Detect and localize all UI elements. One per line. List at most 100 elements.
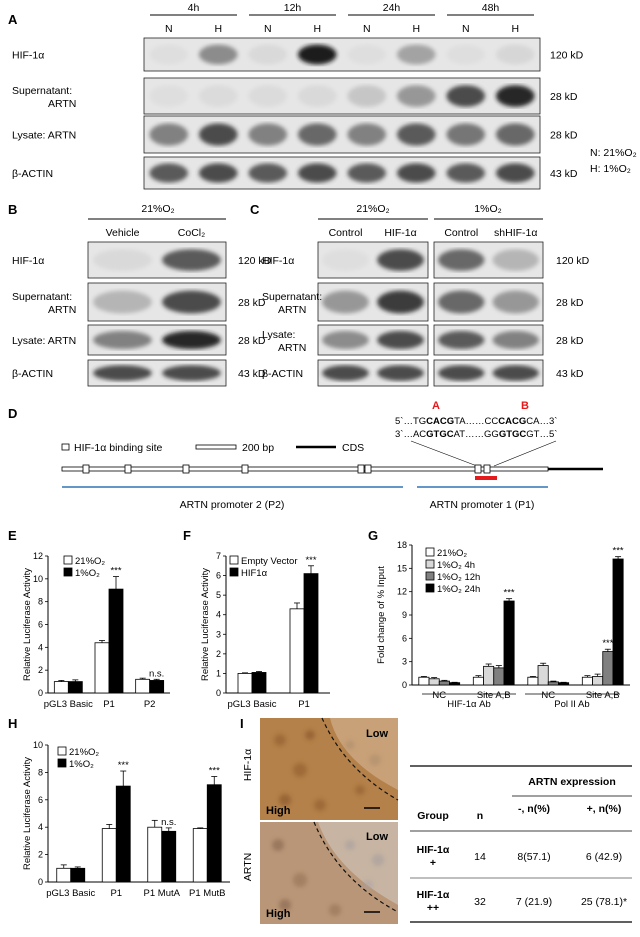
table-row1-n: 14 [474,851,486,863]
h-bar-1-2 [70,867,86,883]
g-legend-3: 1%O₂ 12h [437,572,480,583]
e-ytick-2: 2 [38,665,43,675]
h-ylabel: Relative Luciferase Activity [22,757,33,870]
a-blot-row-1 [143,37,541,72]
sequence-forward: 5`…TGCACGTA……CCCACGCA…3` [395,416,557,427]
table-row2-pos: 25 (78.1)* [581,896,627,908]
panel-letter-f: F [183,528,191,543]
h-bar-1-1 [56,867,72,883]
h-annotation-3: *** [209,766,220,777]
e-bar-2-2 [108,588,124,694]
a-blot-row-4-band-8 [495,163,535,183]
panel-b-blots: Vehicle CoCl₂ HIF-1α 120 kD Supernatant:ARTN… [12,227,272,387]
g-ytick-18: 18 [397,540,407,550]
panel-a-blots: HIF-1α 120 kD Supernatant:ARTN 28 kD Lysate:… [12,37,584,190]
a-size-3: 28 kD [550,130,578,142]
panel-c-blots: Control HIF-1α Control shHIF-1α HIF-1α 120 kD… [262,227,590,387]
table-row2-n: 32 [474,896,486,908]
c-size-4: 43 kD [556,368,584,380]
f-ytick-6: 6 [216,571,221,581]
lane-label-8: H [511,23,519,35]
panel-b-condition: 21%O₂ [141,203,174,215]
binding-site-2 [124,464,132,474]
h-ytick-4: 4 [38,822,43,832]
a-row-label-2-2: ARTN [48,98,76,110]
sequence-reverse: 3`…ACGTGCAT……GGGTGCGT…5` [395,429,557,440]
lane-label-2: H [214,23,222,35]
g-ytick-3: 3 [402,657,407,667]
b-blot-row-4 [87,359,227,387]
f-bar-2-1 [289,608,305,694]
a-blot-row-3-band-5 [347,123,387,146]
h-legend-swatch-2 [57,758,67,768]
panel-b: B 21%O₂ Vehicle CoCl₂ HIF-1α 120 kD Supernat… [8,202,272,387]
scale-bar-legend: 200 bp [242,442,274,454]
timepoint-12h: 12h [284,2,302,14]
panel-letter-a: A [8,12,18,27]
binding-site-6 [364,464,372,474]
a-blot-row-4-band-3 [248,163,288,183]
panel-a-legend-n: N: 21%O₂ [590,147,637,159]
a-blot-row-4 [143,156,541,190]
c-lane-2: HIF-1α [384,227,416,239]
h-bar-4-2 [206,784,222,883]
e-ytick-4: 4 [38,642,43,652]
panel-c-condition-normoxia: 21%O₂ [356,203,389,215]
g-bar-4-3 [602,651,614,686]
table-row2-group-a: HIF-1α [417,889,450,901]
binding-site-8 [483,464,491,474]
a-blot-row-4-band-6 [396,163,436,183]
h-legend-2: 1%O₂ [69,759,94,770]
e-bar-3-1 [135,678,151,694]
f-ytick-7: 7 [216,551,221,561]
c-row-label-2-2: ARTN [278,304,306,316]
h-legend-1: 21%O₂ [69,747,99,758]
panel-letter-g: G [368,528,378,543]
g-legend-swatch-3 [425,571,435,581]
c-blot-row-3-2-band-1 [438,331,485,349]
a-blot-row-2-band-8 [495,85,535,107]
f-bar-1-1 [237,673,253,694]
f-category-2: P1 [298,699,310,710]
f-ytick-0: 0 [216,688,221,698]
a-blot-row-2-band-5 [347,85,387,107]
e-ytick-10: 10 [33,574,43,584]
e-bar-3-2 [149,680,165,694]
a-blot-row-1-band-8 [495,44,535,65]
lane-label-3: N [264,23,272,35]
h-ytick-8: 8 [38,767,43,777]
binding-site-5 [357,464,365,474]
c-blot-row-3-1 [317,324,429,356]
panel-a-legend-h: H: 1%O₂ [590,163,631,175]
c-size-3: 28 kD [556,335,584,347]
h-bar-3-1 [147,826,163,883]
g-legend-swatch-4 [425,583,435,593]
g-bar-3-4 [558,682,570,686]
b-blot-row-2-band-2 [162,290,221,314]
g-bar-1-1 [418,676,430,686]
g-bar-2-3 [493,667,505,686]
g-bar-3-3 [547,681,559,686]
a-blot-row-2-band-2 [198,85,238,107]
c-blot-row-3-2 [433,324,544,356]
a-size-4: 43 kD [550,168,578,180]
c-blot-row-1-2-band-1 [438,249,485,271]
e-annotation-1: *** [110,566,121,577]
g-ytick-15: 15 [397,563,407,573]
h-bar-2-1 [101,828,117,883]
g-legend-4: 1%O₂ 24h [437,584,480,595]
panel-d: D A B 5`…TGCACGTA……CCCACGCA…3` 3`…ACGTGC… [8,400,603,511]
artn-expression-table: ARTN expression Group n -, n(%) +, n(%) … [410,765,632,923]
a-blot-row-2-band-1 [149,85,189,107]
b-row-label-2-1: Supernatant: [12,291,72,303]
g-ytick-0: 0 [402,680,407,690]
h-annotation-1: *** [118,760,129,771]
e-bar-2-1 [94,642,110,694]
g-annotation-1: *** [504,588,515,599]
g-group-hif-ab: HIF-1α Ab [447,699,491,710]
g-bar-4-1 [581,676,593,686]
a-blot-row-1-band-5 [347,44,387,65]
b-size-2: 28 kD [238,297,266,309]
g-bar-4-4 [612,558,624,686]
g-bar-2-2 [483,665,495,686]
